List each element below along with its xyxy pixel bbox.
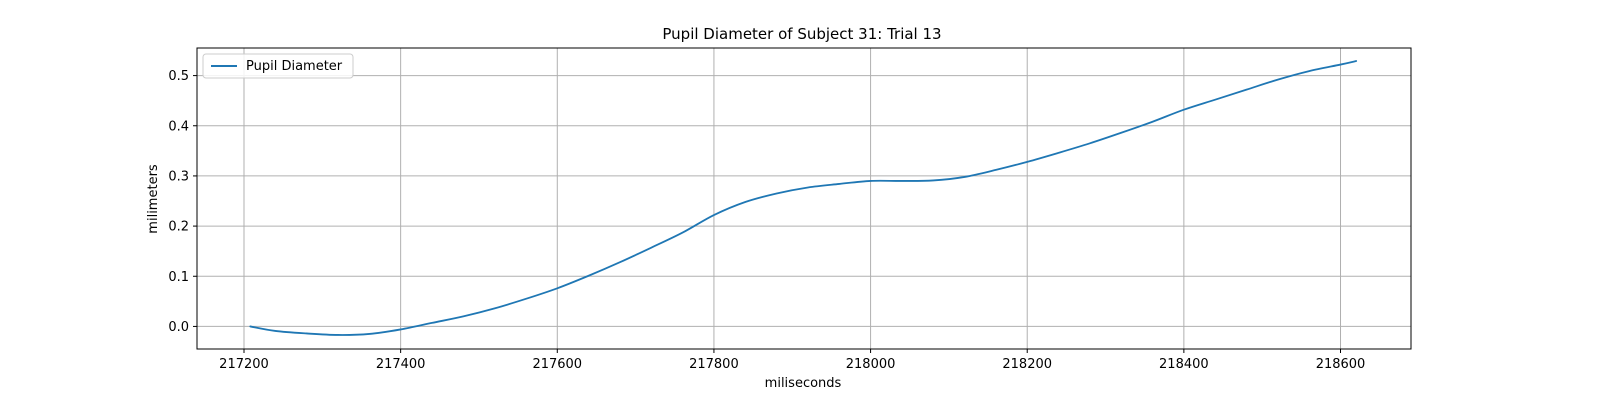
plot-frame <box>196 47 1412 350</box>
series-layer <box>249 60 1358 336</box>
series-line-pupil-diameter <box>249 60 1358 336</box>
legend: Pupil Diameter <box>202 53 354 79</box>
x-axis: 217200 217400 217600 217800 218000 218200 2184… <box>219 349 1365 372</box>
y-tick-label: 0.0 <box>168 320 189 335</box>
x-tick-label: 217200 <box>219 357 269 372</box>
x-tick-label: 217400 <box>376 357 426 372</box>
x-tick-label: 218000 <box>846 357 896 372</box>
x-tick-label: 218600 <box>1316 357 1366 372</box>
y-tick-label: 0.4 <box>168 119 189 134</box>
legend-label: Pupil Diameter <box>246 59 343 74</box>
chart-title: Pupil Diameter of Subject 31: Trial 13 <box>662 25 941 43</box>
x-tick-label: 218400 <box>1159 357 1209 372</box>
y-tick-label: 0.1 <box>168 270 189 285</box>
y-tick-label: 0.3 <box>168 169 189 184</box>
x-tick-label: 218200 <box>1002 357 1052 372</box>
y-axis: 0.0 0.1 0.2 0.3 0.4 0.5 <box>168 69 197 335</box>
y-tick-label: 0.2 <box>168 220 189 235</box>
x-tick-label: 217600 <box>532 357 582 372</box>
x-axis-label: miliseconds <box>765 376 842 391</box>
y-tick-label: 0.5 <box>168 69 189 84</box>
y-axis-label: milimeters <box>146 164 161 234</box>
legend-box <box>202 53 354 79</box>
x-tick-label: 217800 <box>689 357 739 372</box>
grid <box>197 48 1411 349</box>
